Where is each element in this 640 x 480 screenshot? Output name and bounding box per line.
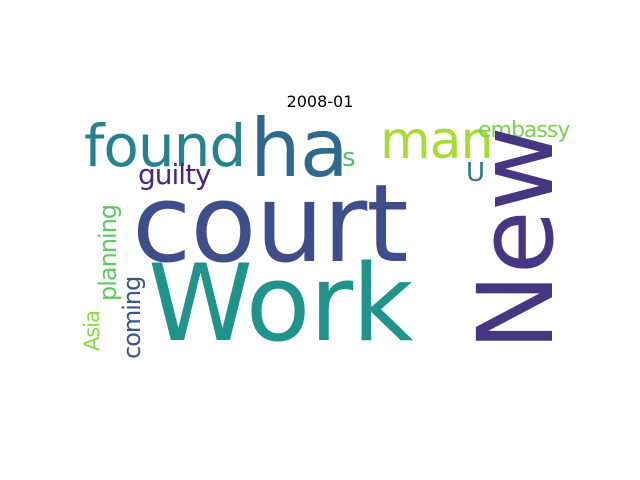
word-u: U: [466, 158, 485, 188]
word-found: found: [84, 112, 246, 180]
word-guilty: guilty: [138, 158, 212, 191]
word-embassy: embassy: [478, 118, 570, 143]
word-work: Work: [148, 242, 413, 365]
word-coming: coming: [118, 276, 146, 359]
chart-title: 2008-01: [286, 92, 354, 111]
word-cloud: found ha man embassy s U guilty court Wo…: [80, 109, 577, 365]
word-man: man: [380, 111, 493, 171]
word-court: court: [132, 162, 409, 287]
word-new: New: [455, 127, 577, 351]
word-asia: Asia: [80, 310, 104, 351]
word-ha: ha: [250, 102, 349, 195]
word-s: s: [342, 143, 356, 173]
word-planning: planning: [94, 204, 122, 301]
